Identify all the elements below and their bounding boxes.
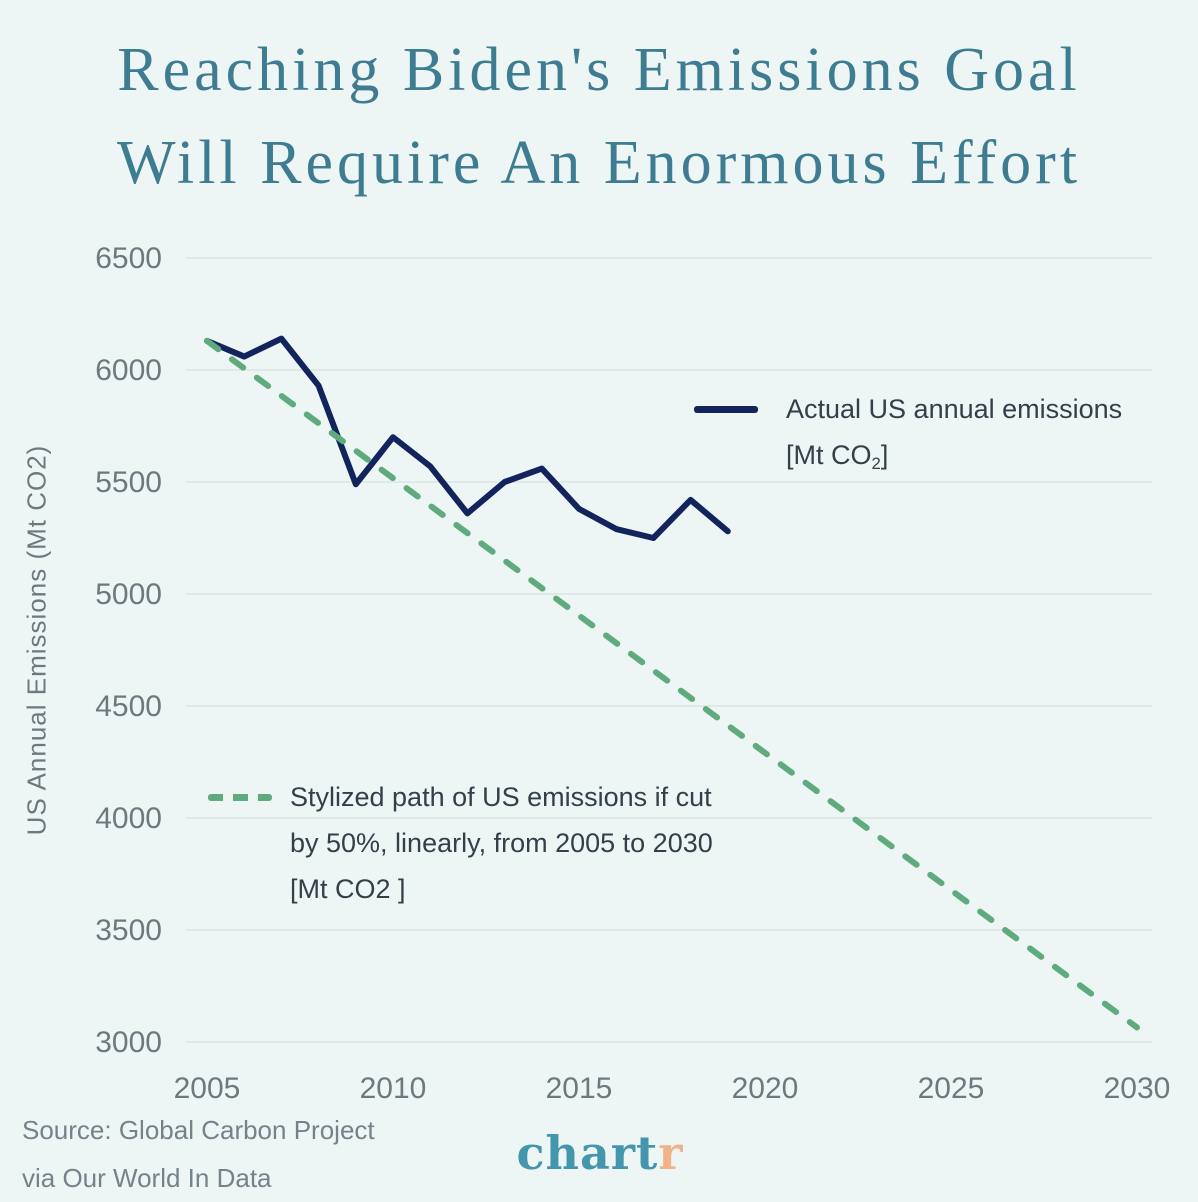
logo-text-main: chart	[516, 1126, 659, 1180]
dashed-line-swatch-icon	[208, 793, 272, 801]
x-tick-label: 2030	[1104, 1072, 1171, 1105]
y-tick-label: 4500	[95, 690, 162, 723]
chartr-logo: chartr	[517, 1126, 684, 1180]
legend-target-spacer1	[208, 820, 290, 866]
x-tick-label: 2025	[918, 1072, 985, 1105]
chart-title: Reaching Biden's Emissions Goal Will Req…	[0, 24, 1198, 210]
legend-actual-unit-suffix: ]	[880, 440, 889, 470]
source-attribution: Source: Global Carbon Project via Our Wo…	[22, 1106, 375, 1202]
x-tick-label: 2010	[360, 1072, 427, 1105]
legend-actual-swatch-cell	[694, 386, 786, 432]
actual-emissions-line	[204, 335, 731, 541]
source-line2: via Our World In Data	[22, 1163, 272, 1193]
legend-target-label-line1: Stylized path of US emissions if cut	[290, 782, 712, 812]
x-tick-label: 2005	[174, 1072, 241, 1105]
legend-target-swatch-cell	[208, 774, 290, 820]
legend-target-unit: [Mt CO2 ]	[290, 874, 406, 904]
legend-actual-emissions: Actual US annual emissions [Mt CO2]	[694, 386, 1122, 487]
chart-title-line1: Reaching Biden's Emissions Goal	[117, 36, 1081, 104]
y-tick-label: 3500	[95, 914, 162, 947]
legend-actual-unit: [Mt CO2]	[786, 432, 1122, 487]
legend-actual-label: Actual US annual emissions	[786, 394, 1123, 424]
target-path-line	[204, 337, 1140, 1031]
legend-target-path: Stylized path of US emissions if cut by …	[208, 774, 713, 912]
y-tick-label: 6000	[95, 354, 162, 387]
legend-actual-unit-prefix: [Mt CO	[786, 440, 872, 470]
source-line1: Source: Global Carbon Project	[22, 1115, 375, 1145]
legend-target-label-line2: by 50%, linearly, from 2005 to 2030	[290, 828, 713, 858]
solid-line-swatch-icon	[694, 405, 758, 413]
y-tick-label: 5000	[95, 578, 162, 611]
x-tick-label: 2015	[546, 1072, 613, 1105]
y-tick-label: 5500	[95, 466, 162, 499]
legend-target-spacer2	[208, 866, 290, 912]
y-tick-label: 4000	[95, 802, 162, 835]
y-tick-label: 6500	[95, 242, 162, 275]
legend-actual-spacer	[694, 432, 786, 487]
y-axis-title: US Annual Emissions (Mt CO2)	[21, 444, 52, 836]
legend-actual-unit-sub: 2	[871, 454, 881, 474]
x-tick-label: 2020	[732, 1072, 799, 1105]
chart-title-line2: Will Require An Enormous Effort	[116, 129, 1082, 197]
y-tick-label: 3000	[95, 1026, 162, 1059]
logo-text-accent: r	[658, 1126, 684, 1180]
